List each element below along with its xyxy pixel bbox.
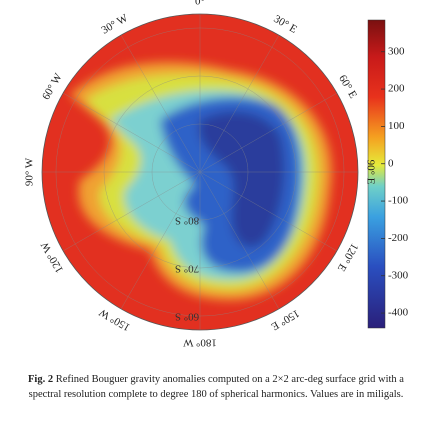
colorbar-tick-label: 100 xyxy=(388,120,405,132)
longitude-label: 60° E xyxy=(336,73,359,101)
colorbar xyxy=(367,19,386,329)
colorbar-tick-label: 0 xyxy=(388,157,394,169)
latitude-label: 60° S xyxy=(175,310,199,322)
colorbar-tick-label: 300 xyxy=(388,45,405,57)
polar-map xyxy=(42,14,358,330)
latitude-label: 70° S xyxy=(175,262,199,274)
colorbar-tick-label: -400 xyxy=(388,307,409,319)
caption-text: Refined Bouguer gravity anomalies comput… xyxy=(28,374,404,400)
longitude-label: 90° E xyxy=(364,160,376,185)
longitude-label: 30° E xyxy=(271,13,299,36)
latitude-label: 80° S xyxy=(175,214,199,226)
colorbar-tick-label: -200 xyxy=(388,232,409,244)
longitude-label: 90° W xyxy=(24,157,36,186)
colorbar-tick-label: -100 xyxy=(388,195,409,207)
caption: Fig. 2 Refined Bouguer gravity anomalies… xyxy=(14,372,418,402)
longitude-label: 180° W xyxy=(182,336,216,348)
caption-label: Fig. 2 xyxy=(28,374,54,385)
colorbar-tick-label: -300 xyxy=(388,269,409,281)
colorbar-tick-label: 200 xyxy=(388,83,405,95)
longitude-label: 0° xyxy=(195,0,205,8)
